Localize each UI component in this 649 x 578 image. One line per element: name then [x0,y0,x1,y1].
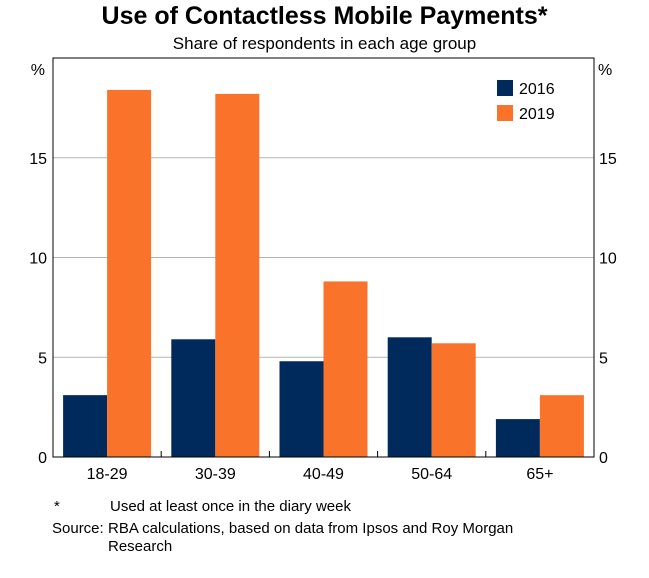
bar-2019-40-49 [323,281,368,457]
bar-2016-30-39 [171,339,216,457]
y-unit-label-left: % [31,62,45,79]
y-tick-label-right: 10 [599,251,617,268]
legend-label-2016: 2016 [519,81,555,98]
bar-2019-30-39 [215,93,260,457]
x-tick-label: 30-39 [195,466,236,483]
footnote-text: Used at least once in the diary week [110,498,351,515]
chart-title: Use of Contactless Mobile Payments* [101,2,548,30]
y-tick-label-right: 0 [599,450,608,467]
footnote: * Used at least once in the diary week [52,498,560,516]
bar-2019-50-64 [431,343,476,457]
source-text: RBA calculations, based on data from Ips… [108,520,514,555]
legend-swatch-2019 [497,105,513,121]
footnote-marker: * [54,498,60,515]
bar-2016-18-29 [63,395,108,457]
source-label: Source: [52,520,104,537]
legend-swatch-2016 [497,80,513,96]
y-unit-label-right: % [598,62,612,79]
x-tick-label: 18-29 [87,466,128,483]
y-tick-label-left: 10 [29,251,47,268]
y-tick-label-right: 5 [599,350,608,367]
chart-notes: * Used at least once in the diary week S… [52,498,560,556]
plot-frame [52,57,595,458]
x-tick-label: 40-49 [303,466,344,483]
chart-subtitle: Share of respondents in each age group [172,34,477,53]
y-tick-label-right: 15 [599,151,617,168]
bar-chart: 0 0 5 5 10 10 15 15% % 18-29 30-39 40-49 50-64 65+ 201… [29,57,617,483]
bar-2016-65+ [495,419,540,457]
bar-2019-65+ [539,395,584,457]
bar-2016-50-64 [387,337,432,457]
y-tick-label-left: 5 [38,350,47,367]
bar-2019-18-29 [107,89,152,458]
y-tick-label-left: 0 [38,450,47,467]
source-note: Source: RBA calculations, based on data … [52,520,560,556]
y-tick-label-left: 15 [29,151,47,168]
bar-2016-40-49 [279,361,324,457]
x-tick-label: 65+ [526,466,553,483]
legend-label-2019: 2019 [519,106,555,123]
x-tick-label: 50-64 [411,466,452,483]
